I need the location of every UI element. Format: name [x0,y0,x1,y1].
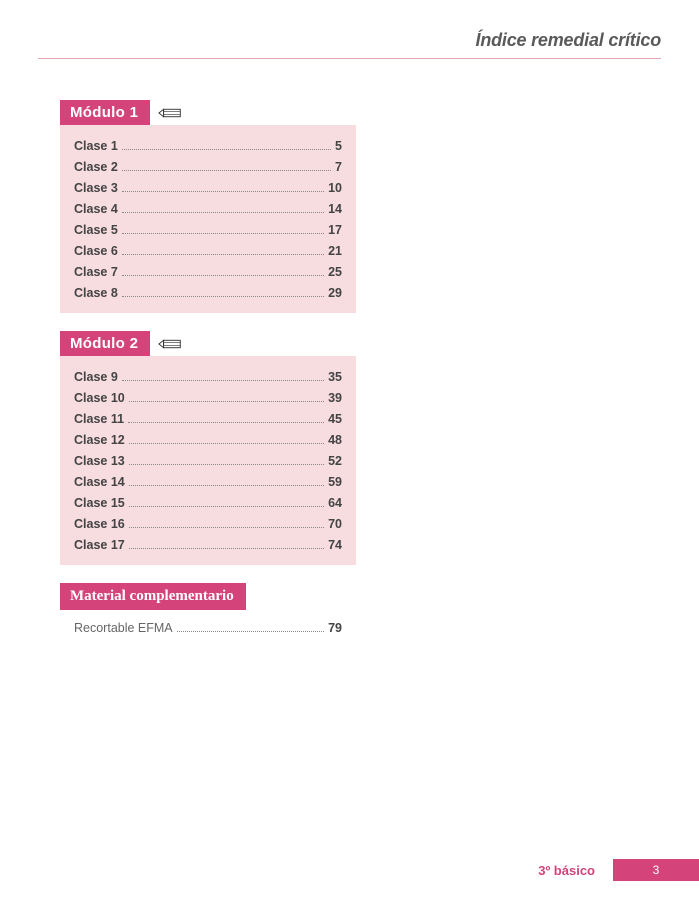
toc-dots [122,149,331,150]
toc-page: 48 [328,433,342,447]
page-title: Índice remedial crítico [476,30,661,51]
toc-dots [122,296,324,297]
material-row: Recortable EFMA 79 [74,618,342,638]
module-1: Módulo 1 Clase 15Clase 27Clase 310Clase … [60,100,356,313]
material-body: Recortable EFMA 79 [60,610,356,640]
module-body: Clase 935Clase 1039Clase 1145Clase 1248C… [60,356,356,565]
toc-page: 45 [328,412,342,426]
toc-dots [129,401,324,402]
toc-dots [122,191,324,192]
pencil-icon [158,337,184,351]
toc-row: Clase 4 14 [74,198,342,219]
toc-page: 10 [328,181,342,195]
toc-page: 29 [328,286,342,300]
toc-dots [128,422,324,423]
page-footer: 3º básico 3 [538,859,699,881]
toc-label: Clase 15 [74,496,125,510]
toc-label: Clase 16 [74,517,125,531]
material-label: Recortable EFMA [74,621,173,635]
toc-label: Clase 1 [74,139,118,153]
toc-dots [122,233,324,234]
toc-label: Clase 7 [74,265,118,279]
toc-dots [122,275,324,276]
toc-dots [122,254,324,255]
toc-row: Clase 7 25 [74,261,342,282]
toc-dots [129,548,324,549]
toc-page: 39 [328,391,342,405]
toc-dots [129,464,324,465]
toc-dots [129,527,324,528]
toc-row: Clase 10 39 [74,387,342,408]
page-number: 3 [613,859,699,881]
toc-dots [129,443,324,444]
toc-page: 7 [335,160,342,174]
module-body: Clase 15Clase 27Clase 310Clase 414Clase … [60,125,356,313]
toc-label: Clase 4 [74,202,118,216]
module-tab: Módulo 2 [60,331,150,356]
toc-label: Clase 14 [74,475,125,489]
toc-page: 21 [328,244,342,258]
toc-row: Clase 14 59 [74,471,342,492]
toc-page: 70 [328,517,342,531]
toc-page: 74 [328,538,342,552]
toc-dots [122,170,331,171]
toc-label: Clase 11 [74,412,124,426]
toc-page: 14 [328,202,342,216]
toc-row: Clase 9 35 [74,366,342,387]
toc-page: 35 [328,370,342,384]
toc-label: Clase 6 [74,244,118,258]
toc-page: 59 [328,475,342,489]
toc-dots [177,631,324,632]
toc-row: Clase 13 52 [74,450,342,471]
toc-page: 79 [328,621,342,635]
toc-row: Clase 5 17 [74,219,342,240]
header-rule [38,58,661,59]
toc-row: Clase 3 10 [74,177,342,198]
toc-dots [122,380,324,381]
material-block: Material complementario Recortable EFMA 7… [60,583,356,640]
toc-dots [129,506,324,507]
toc-row: Clase 12 48 [74,429,342,450]
toc-page: 25 [328,265,342,279]
toc-row: Clase 16 70 [74,513,342,534]
toc-row: Clase 15 64 [74,492,342,513]
toc-page: 64 [328,496,342,510]
toc-page: 17 [328,223,342,237]
toc-label: Clase 2 [74,160,118,174]
toc-dots [129,485,324,486]
grade-label: 3º básico [538,863,595,878]
toc-row: Clase 2 7 [74,156,342,177]
toc-label: Clase 3 [74,181,118,195]
toc-content: Módulo 1 Clase 15Clase 27Clase 310Clase … [60,100,356,640]
toc-label: Clase 13 [74,454,125,468]
module-header: Módulo 1 [60,100,356,125]
toc-label: Clase 12 [74,433,125,447]
material-tab: Material complementario [60,583,246,610]
toc-row: Clase 17 74 [74,534,342,555]
toc-label: Clase 8 [74,286,118,300]
module-2: Módulo 2 Clase 935Clase 1039Clase 1145Cl… [60,331,356,565]
toc-page: 5 [335,139,342,153]
toc-label: Clase 17 [74,538,125,552]
toc-row: Clase 1 5 [74,135,342,156]
toc-label: Clase 10 [74,391,125,405]
module-header: Módulo 2 [60,331,356,356]
toc-label: Clase 5 [74,223,118,237]
toc-dots [122,212,324,213]
toc-row: Clase 6 21 [74,240,342,261]
toc-label: Clase 9 [74,370,118,384]
toc-page: 52 [328,454,342,468]
pencil-icon [158,106,184,120]
toc-row: Clase 11 45 [74,408,342,429]
module-tab: Módulo 1 [60,100,150,125]
toc-row: Clase 8 29 [74,282,342,303]
